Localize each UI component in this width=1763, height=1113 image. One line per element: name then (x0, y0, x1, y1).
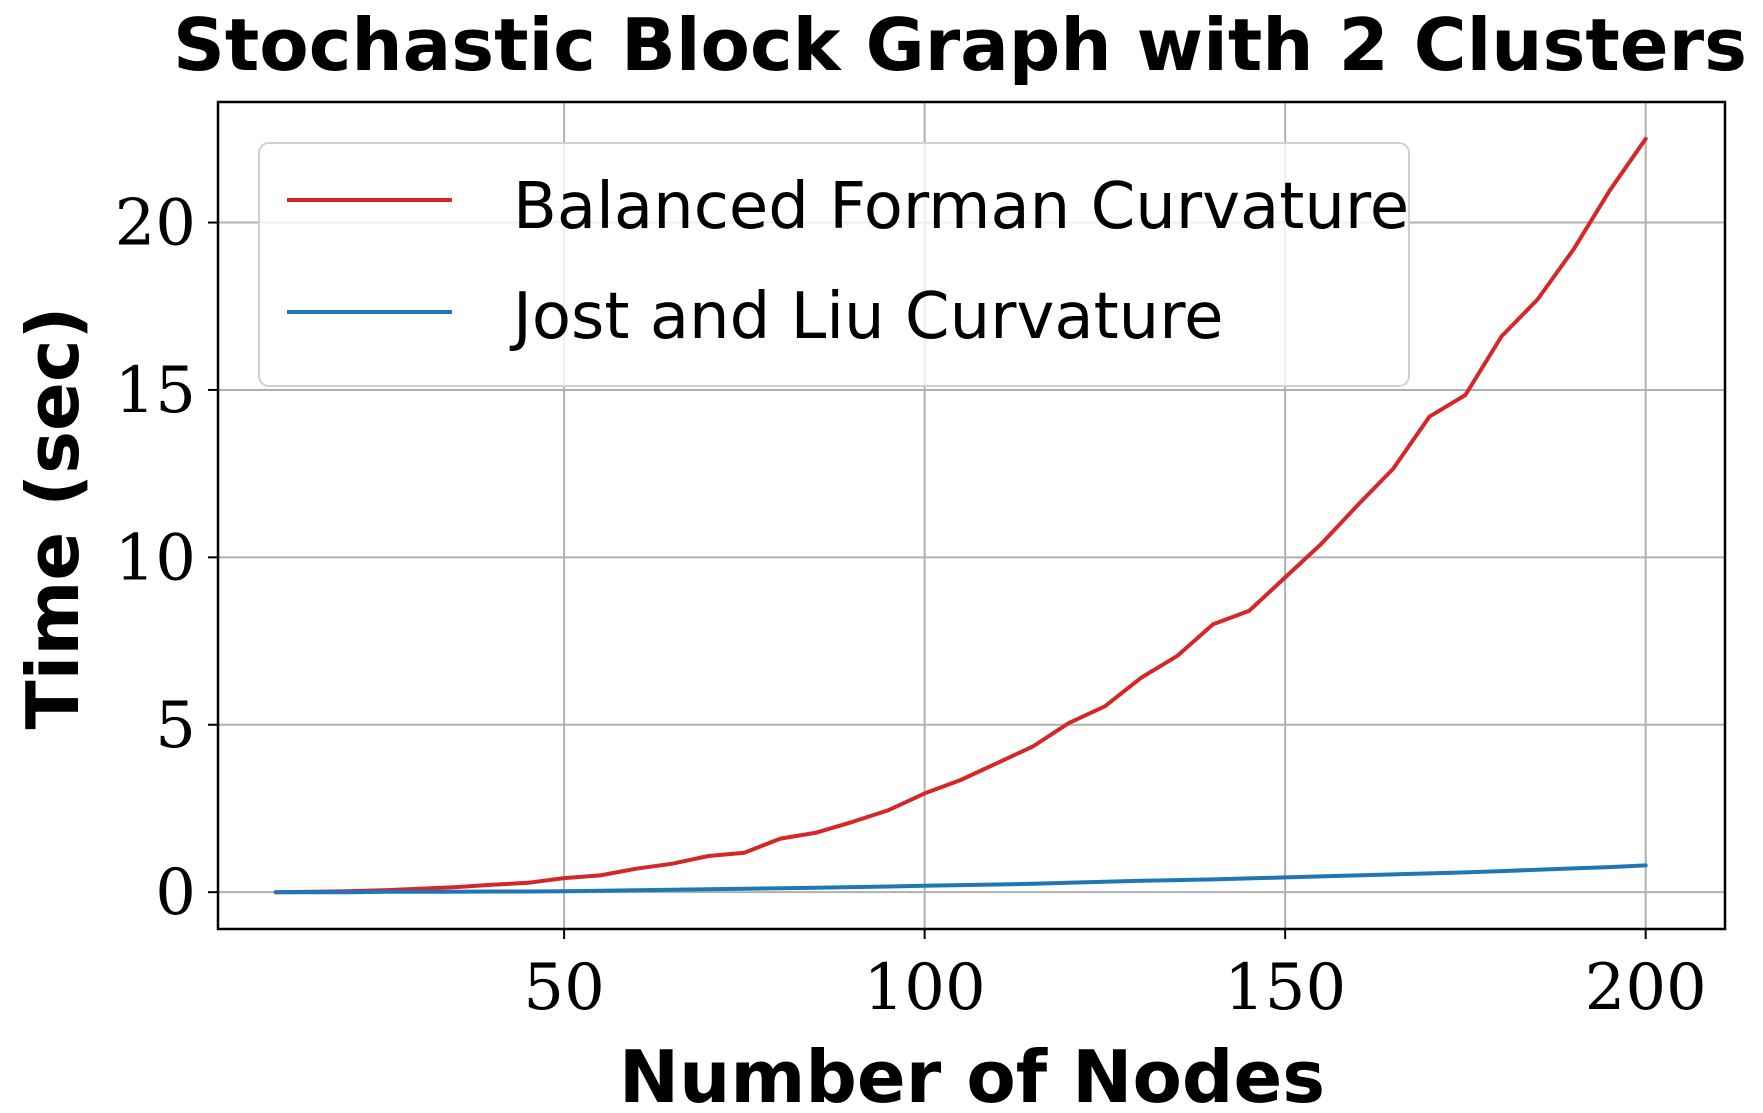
y-tick-label: 15 (115, 354, 196, 428)
y-tick-label: 10 (115, 521, 196, 595)
legend-label-jost-liu: Jost and Liu Curvature (509, 280, 1224, 354)
x-tick-label: 50 (523, 951, 604, 1025)
x-ticks: 50 100 150 200 (523, 929, 1707, 1025)
legend-box (258, 142, 1410, 387)
x-tick-label: 200 (1585, 951, 1707, 1025)
legend: Balanced Forman Curvature Jost and Liu C… (258, 142, 1410, 387)
y-ticks: 0 5 10 15 20 (115, 187, 218, 930)
x-tick-label: 100 (864, 951, 986, 1025)
chart-title: Stochastic Block Graph with 2 Clusters (173, 3, 1747, 87)
y-tick-label: 0 (155, 856, 196, 930)
x-axis-label: Number of Nodes (619, 1035, 1325, 1113)
series-line-balanced-forman-curvature (273, 136, 1648, 895)
series-line-jost-and-liu-curvature (273, 863, 1648, 895)
y-tick-label: 5 (155, 689, 196, 763)
plot-frame (216, 100, 1727, 931)
x-tick-label: 150 (1224, 951, 1346, 1025)
y-axis-label: Time (sec) (11, 307, 95, 730)
series-layer (273, 136, 1648, 895)
legend-label-balanced-forman: Balanced Forman Curvature (513, 170, 1409, 244)
y-tick-label: 20 (115, 187, 196, 261)
